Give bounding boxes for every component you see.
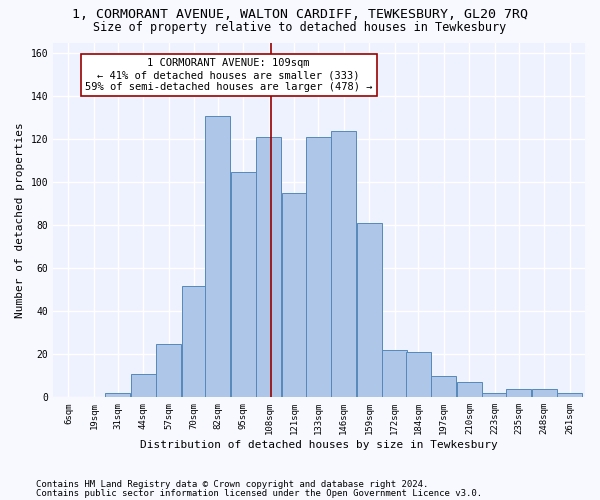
Bar	[282, 193, 307, 398]
Bar	[457, 382, 482, 398]
Bar	[356, 223, 382, 398]
Bar	[156, 344, 181, 398]
Text: Contains HM Land Registry data © Crown copyright and database right 2024.: Contains HM Land Registry data © Crown c…	[36, 480, 428, 489]
Bar	[557, 393, 582, 398]
Bar	[131, 374, 155, 398]
Bar	[382, 350, 407, 398]
Text: 1, CORMORANT AVENUE, WALTON CARDIFF, TEWKESBURY, GL20 7RQ: 1, CORMORANT AVENUE, WALTON CARDIFF, TEW…	[72, 8, 528, 20]
Text: 1 CORMORANT AVENUE: 109sqm
← 41% of detached houses are smaller (333)
59% of sem: 1 CORMORANT AVENUE: 109sqm ← 41% of deta…	[85, 58, 373, 92]
Bar	[431, 376, 457, 398]
Bar	[406, 352, 431, 398]
Bar	[331, 130, 356, 398]
Text: Size of property relative to detached houses in Tewkesbury: Size of property relative to detached ho…	[94, 21, 506, 34]
X-axis label: Distribution of detached houses by size in Tewkesbury: Distribution of detached houses by size …	[140, 440, 498, 450]
Bar	[105, 393, 130, 398]
Bar	[231, 172, 256, 398]
Text: Contains public sector information licensed under the Open Government Licence v3: Contains public sector information licen…	[36, 489, 482, 498]
Bar	[532, 388, 557, 398]
Y-axis label: Number of detached properties: Number of detached properties	[15, 122, 25, 318]
Bar	[182, 286, 206, 398]
Bar	[482, 393, 508, 398]
Bar	[256, 137, 281, 398]
Bar	[506, 388, 531, 398]
Bar	[305, 137, 331, 398]
Bar	[205, 116, 230, 398]
